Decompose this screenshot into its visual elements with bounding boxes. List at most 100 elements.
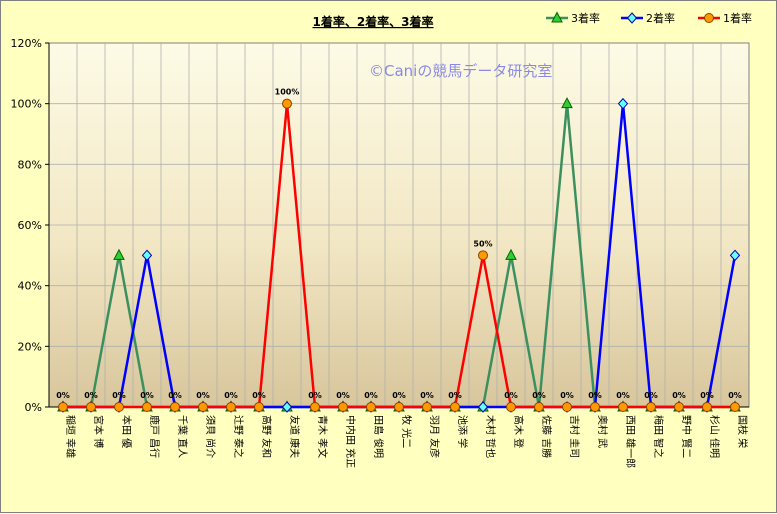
data-point — [338, 402, 348, 412]
x-tick-label: 中内田 充正 — [344, 415, 357, 468]
y-tick-label: 60% — [18, 219, 42, 232]
x-tick-label: 宮本 博 — [92, 415, 105, 448]
data-point — [562, 402, 572, 412]
y-tick-label: 120% — [11, 37, 42, 50]
x-tick-label: 梅田 智之 — [652, 415, 665, 458]
data-point — [450, 402, 460, 412]
x-tick-label: 高木 登 — [512, 415, 525, 448]
data-label: 0% — [308, 391, 322, 400]
data-point — [422, 402, 432, 412]
legend-marker — [551, 11, 563, 23]
data-point — [114, 402, 124, 412]
x-tick-label: 西田 雄一郎 — [624, 415, 637, 468]
data-point — [86, 402, 96, 412]
data-label: 0% — [168, 391, 182, 400]
data-point — [113, 248, 125, 260]
data-point — [478, 250, 488, 261]
x-tick-label: 国枝 栄 — [736, 415, 749, 448]
data-point — [617, 97, 629, 110]
data-label: 0% — [588, 391, 602, 400]
x-tick-label: 池添 学 — [456, 415, 469, 448]
data-label: 0% — [560, 391, 574, 400]
data-point — [254, 402, 264, 412]
y-tick-label: 20% — [18, 340, 42, 353]
data-point — [141, 249, 153, 262]
data-point — [310, 402, 320, 412]
x-tick-label: 吉村 圭司 — [568, 415, 581, 458]
legend-marker — [704, 13, 714, 23]
chart-title: 1着率、2着率、3着率 — [312, 14, 433, 29]
x-tick-label: 鹿戸 昌行 — [148, 415, 161, 458]
data-point — [58, 402, 68, 412]
x-tick-label: 杉山 佳明 — [708, 415, 721, 458]
data-point — [506, 402, 516, 412]
data-label: 0% — [504, 391, 518, 400]
data-point — [198, 402, 208, 412]
data-label: 0% — [532, 391, 546, 400]
data-label: 50% — [473, 239, 492, 248]
data-point — [534, 402, 544, 412]
data-label: 0% — [140, 391, 154, 400]
x-tick-label: 高野 友和 — [260, 415, 273, 458]
legend-label: 2着率 — [646, 11, 675, 25]
data-label: 0% — [616, 391, 630, 400]
data-label: 0% — [336, 391, 350, 400]
data-point — [590, 402, 600, 412]
x-tick-label: 須貝 尚介 — [204, 415, 217, 458]
data-point — [366, 402, 376, 412]
data-label: 0% — [448, 391, 462, 400]
legend-label: 3着率 — [571, 11, 600, 25]
x-tick-label: 本田 優 — [120, 415, 133, 448]
y-tick-label: 40% — [18, 280, 42, 293]
data-label: 0% — [112, 391, 126, 400]
data-point — [702, 402, 712, 412]
data-point — [730, 402, 740, 412]
y-tick-label: 0% — [25, 401, 42, 414]
data-point — [674, 402, 684, 412]
x-tick-label: 田島 俊明 — [372, 415, 385, 458]
legend-marker — [626, 12, 638, 24]
x-tick-label: 羽月 友彦 — [428, 415, 441, 458]
legend-label: 1着率 — [723, 11, 752, 25]
data-point — [394, 402, 404, 412]
x-tick-label: 牧 光二 — [400, 415, 413, 448]
x-tick-label: 野中 賢二 — [680, 415, 693, 458]
x-tick-label: 佐藤 吉勝 — [540, 415, 553, 458]
data-point — [505, 248, 517, 260]
x-tick-label: 千葉 直人 — [176, 415, 189, 458]
data-point — [170, 402, 180, 412]
data-label: 0% — [196, 391, 210, 400]
y-tick-label: 80% — [18, 158, 42, 171]
data-label: 0% — [252, 391, 266, 400]
data-label: 0% — [392, 391, 406, 400]
data-label: 100% — [275, 88, 300, 97]
data-label: 0% — [728, 391, 742, 400]
data-label: 0% — [364, 391, 378, 400]
data-label: 0% — [672, 391, 686, 400]
data-point — [561, 97, 573, 109]
y-tick-label: 100% — [11, 98, 42, 111]
x-tick-label: 稲垣 幸雄 — [64, 415, 77, 458]
data-label: 0% — [56, 391, 70, 400]
data-label: 0% — [644, 391, 658, 400]
x-tick-label: 木村 哲也 — [484, 415, 497, 458]
data-label: 0% — [84, 391, 98, 400]
data-label: 0% — [700, 391, 714, 400]
data-point — [282, 98, 292, 109]
x-tick-label: 友道 康夫 — [288, 415, 301, 458]
x-tick-label: 奥村 武 — [596, 415, 609, 448]
x-tick-label: 辻野 泰之 — [232, 415, 245, 458]
data-point — [142, 402, 152, 412]
data-point — [646, 402, 656, 412]
data-point — [226, 402, 236, 412]
data-point — [477, 401, 489, 413]
data-point — [618, 402, 628, 412]
data-point — [281, 401, 293, 413]
data-label: 0% — [224, 391, 238, 400]
x-tick-label: 青木 孝文 — [316, 415, 329, 458]
data-label: 0% — [420, 391, 434, 400]
data-point — [729, 249, 741, 262]
watermark-text: ©Caniの競馬データ研究室 — [369, 62, 552, 80]
